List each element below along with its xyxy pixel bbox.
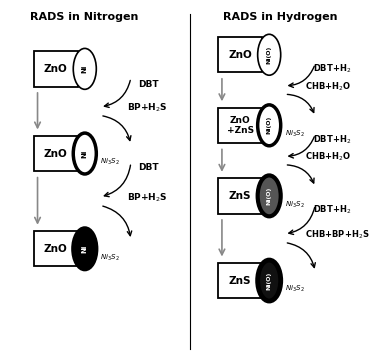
Ellipse shape	[73, 48, 96, 89]
Text: ZnO: ZnO	[44, 149, 68, 158]
Text: ZnS: ZnS	[229, 191, 251, 201]
Text: Ni: Ni	[82, 65, 88, 73]
Bar	[218, 108, 262, 143]
Text: DBT+H$_2$: DBT+H$_2$	[313, 63, 352, 75]
Ellipse shape	[258, 105, 281, 146]
Text: Ni(O): Ni(O)	[267, 187, 272, 205]
Text: BP+H$_2$S: BP+H$_2$S	[127, 102, 167, 114]
Text: Ni(O): Ni(O)	[267, 46, 272, 64]
Text: Ni(O): Ni(O)	[267, 116, 272, 134]
Text: Ni: Ni	[82, 149, 88, 158]
Text: Ni$_3$S$_2$: Ni$_3$S$_2$	[100, 252, 120, 263]
Text: Ni$_3$S$_2$: Ni$_3$S$_2$	[285, 129, 304, 139]
Text: ZnO: ZnO	[228, 50, 252, 60]
Bar	[34, 136, 78, 171]
Text: Ni$_3$S$_2$: Ni$_3$S$_2$	[285, 199, 304, 210]
Text: CHB+H$_2$O: CHB+H$_2$O	[305, 80, 352, 93]
Bar	[218, 178, 262, 213]
Ellipse shape	[258, 175, 281, 216]
Ellipse shape	[73, 228, 96, 269]
Text: RADS in Nitrogen: RADS in Nitrogen	[31, 12, 139, 22]
Text: DBT+H$_2$: DBT+H$_2$	[313, 204, 352, 216]
Text: CHB+BP+H$_2$S: CHB+BP+H$_2$S	[305, 229, 370, 241]
Text: Ni(O): Ni(O)	[267, 271, 272, 290]
Text: DBT+H$_2$: DBT+H$_2$	[313, 133, 352, 146]
Bar	[34, 231, 78, 266]
Bar	[218, 263, 262, 298]
Bar	[34, 51, 78, 86]
Ellipse shape	[258, 34, 281, 75]
Text: ZnO: ZnO	[44, 64, 68, 74]
Ellipse shape	[258, 260, 281, 301]
Text: ZnO: ZnO	[44, 244, 68, 254]
Text: Ni$_3$S$_2$: Ni$_3$S$_2$	[285, 284, 304, 294]
Text: ZnS: ZnS	[229, 275, 251, 285]
Text: RADS in Hydrogen: RADS in Hydrogen	[223, 12, 338, 22]
Text: BP+H$_2$S: BP+H$_2$S	[127, 192, 167, 204]
Text: DBT: DBT	[138, 80, 159, 89]
Text: ZnO
+ZnS: ZnO +ZnS	[227, 116, 254, 135]
Bar	[218, 37, 262, 72]
Text: DBT: DBT	[138, 163, 159, 172]
Text: Ni: Ni	[82, 244, 88, 253]
Text: Ni$_3$S$_2$: Ni$_3$S$_2$	[100, 157, 120, 167]
Ellipse shape	[73, 133, 96, 174]
Text: CHB+H$_2$O: CHB+H$_2$O	[305, 151, 352, 163]
